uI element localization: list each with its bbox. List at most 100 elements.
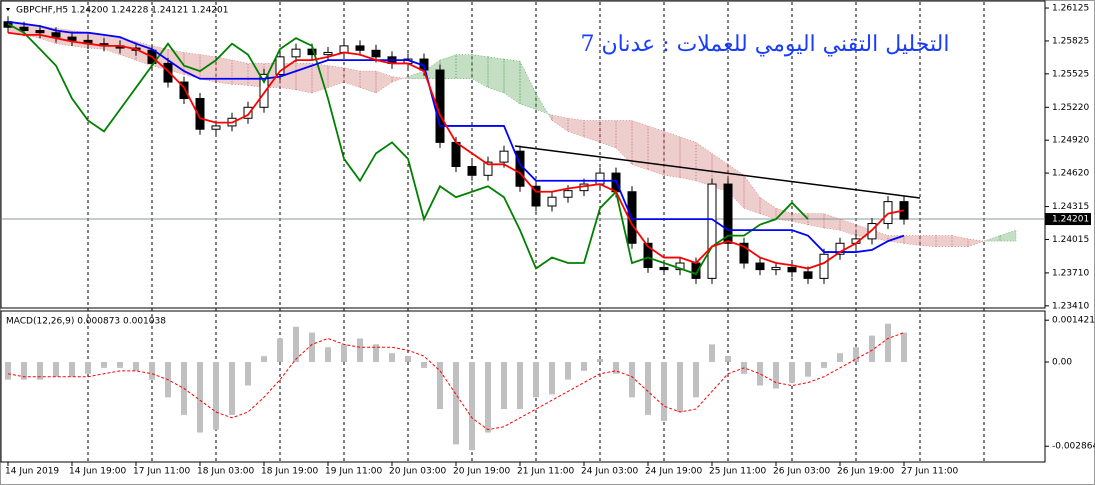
macd-bar [469,362,475,451]
cloud [839,218,857,236]
x-tick-label: 20 Jun 19:00 [453,467,510,477]
macd-bar [645,362,651,415]
macd-bar [485,362,491,433]
cloud [615,120,633,165]
macd-bar [389,353,395,362]
candle-body [659,266,669,271]
cloud [807,213,825,229]
cloud [519,61,537,110]
macd-bar [789,362,795,383]
candle-body [291,48,301,58]
candle-body [259,73,269,108]
candle-body [35,30,45,34]
cloud [951,235,969,247]
chart-title: GBPCHF,H5 1.24200 1.24228 1.24121 1.2420… [16,6,228,16]
macd-bar [693,362,699,398]
price-pane [0,0,1046,309]
x-tick-label: 26 Jun 19:00 [837,467,894,477]
cloud [487,56,505,94]
candle-body [163,62,173,83]
annotation: التحليل التقني اليومي للعملات : عدنان 7 [581,32,950,57]
macd-bar [37,362,43,380]
candle-body [707,183,717,279]
macd-bar [101,362,107,368]
candle-body [355,45,365,51]
y-tick-label: 1.24315 [1052,202,1089,212]
cloud [583,120,601,143]
x-tick-label: 27 Jun 11:00 [901,467,958,477]
candle-body [755,262,765,271]
indicator-line [7,31,905,270]
macd-bar [437,362,443,410]
x-tick-label: 14 Jun 19:00 [69,467,126,477]
macd-bar [309,332,315,362]
cloud [471,54,489,88]
candle-body [803,271,813,279]
x-tick-label: 24 Jun 03:00 [581,467,638,477]
cloud [759,196,777,220]
cloud [919,235,937,247]
x-tick-label: 21 Jun 11:00 [517,467,574,477]
signal-line [7,332,905,431]
candle-body [243,106,253,119]
menu-icon [6,8,10,11]
macd-bar [517,362,523,410]
cloud [967,238,985,247]
x-tick-label: 19 Jun 11:00 [325,467,382,477]
candle-body [723,183,733,244]
cloud [551,114,569,132]
cloud [375,70,393,94]
y-tick-label: 1.23710 [1052,268,1089,278]
candle-body [483,161,493,176]
y-tick-label: 0.001421 [1052,316,1095,326]
macd-bar [133,362,139,371]
candle-body [467,166,477,176]
candle-body [179,81,189,100]
cloud [391,76,409,83]
x-tick-label: 24 Jun 19:00 [645,467,702,477]
x-tick-label: 17 Jun 11:00 [133,467,190,477]
macd-bar [901,332,907,362]
macd-bar [5,362,11,380]
cloud [775,207,793,222]
candle-body [19,26,29,32]
indicator-line [7,20,905,253]
macd-bar [453,362,459,445]
macd-bar [661,362,667,421]
x-tick-label: 20 Jun 03:00 [389,467,446,477]
macd-bar [197,362,203,433]
x-tick-label: 18 Jun 03:00 [197,467,254,477]
candle-body [211,125,221,130]
macd-bar [277,338,283,362]
x-tick-label: 25 Jun 11:00 [709,467,766,477]
trend-line [514,145,921,199]
candle-body [371,49,381,58]
cloud [695,141,713,187]
candle-body [339,45,349,53]
candle-body [51,32,61,38]
macd-bar [85,362,91,374]
macd-bar [613,362,619,374]
cloud [327,65,345,88]
macd-bar [325,347,331,362]
candle-body [787,266,797,273]
cloud [935,235,953,247]
macd-bar [117,362,123,368]
macd-bar [885,323,891,362]
cloud [743,174,761,215]
y-tick-label: 1.25825 [1052,36,1089,46]
macd-bar [709,344,715,362]
y-tick-label: 1.24920 [1052,136,1089,146]
macd-title: MACD(12,26,9) 0.000873 0.001038 [6,317,166,327]
cloud [999,229,1017,242]
macd-bar [853,347,859,362]
macd-bar [549,362,555,395]
macd-bar [245,362,251,386]
macd-bar [597,359,603,362]
macd-bar [21,362,27,380]
candle-body [275,56,285,75]
candle-body [499,150,509,163]
macd-bar [837,353,843,362]
cloud [903,235,921,246]
